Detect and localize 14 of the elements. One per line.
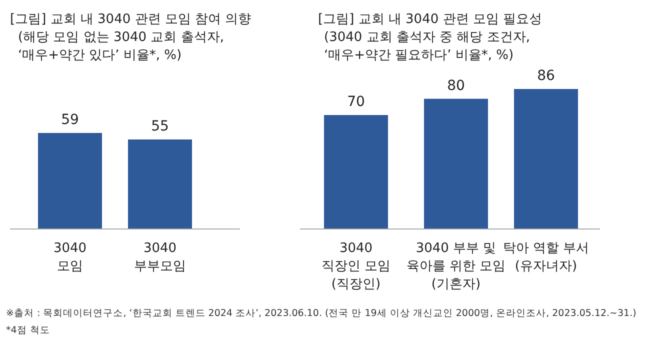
- chart-title: [그림] 교회 내 3040 관련 모임 참여 의향: [10, 12, 252, 27]
- text: *4점 척도: [6, 325, 50, 336]
- data-label: 86: [537, 68, 555, 84]
- chart-title: [그림] 교회 내 3040 관련 모임 필요성: [318, 12, 542, 27]
- x-tick-label: 3040 모임: [53, 241, 87, 274]
- x-tick-label: 3040 직장인 모임 (직장인): [321, 241, 391, 292]
- data-label: 59: [61, 112, 79, 128]
- chart-subtitle: (3040 교회 출석자 중 해당 조건자, ‘매우+약간 필요하다’ 비율*, %): [324, 30, 530, 63]
- x-tick-label: 3040 부부모임: [134, 241, 186, 274]
- chart-subtitle: (해당 모임 없는 3040 교회 출석자, ‘매우+약간 있다’ 비율*, %): [18, 30, 224, 63]
- data-label: 70: [347, 94, 365, 110]
- data-label: 55: [151, 118, 169, 134]
- text: ※출처 : 목회데이터연구소, ‘한국교회 트렌드 2024 조사’, 2023.06.10. (전국 만 19세 이상 개신교인 2000명, 온라인조사, 2023.05.12.~31.): [6, 308, 636, 319]
- data-label: 80: [447, 78, 465, 94]
